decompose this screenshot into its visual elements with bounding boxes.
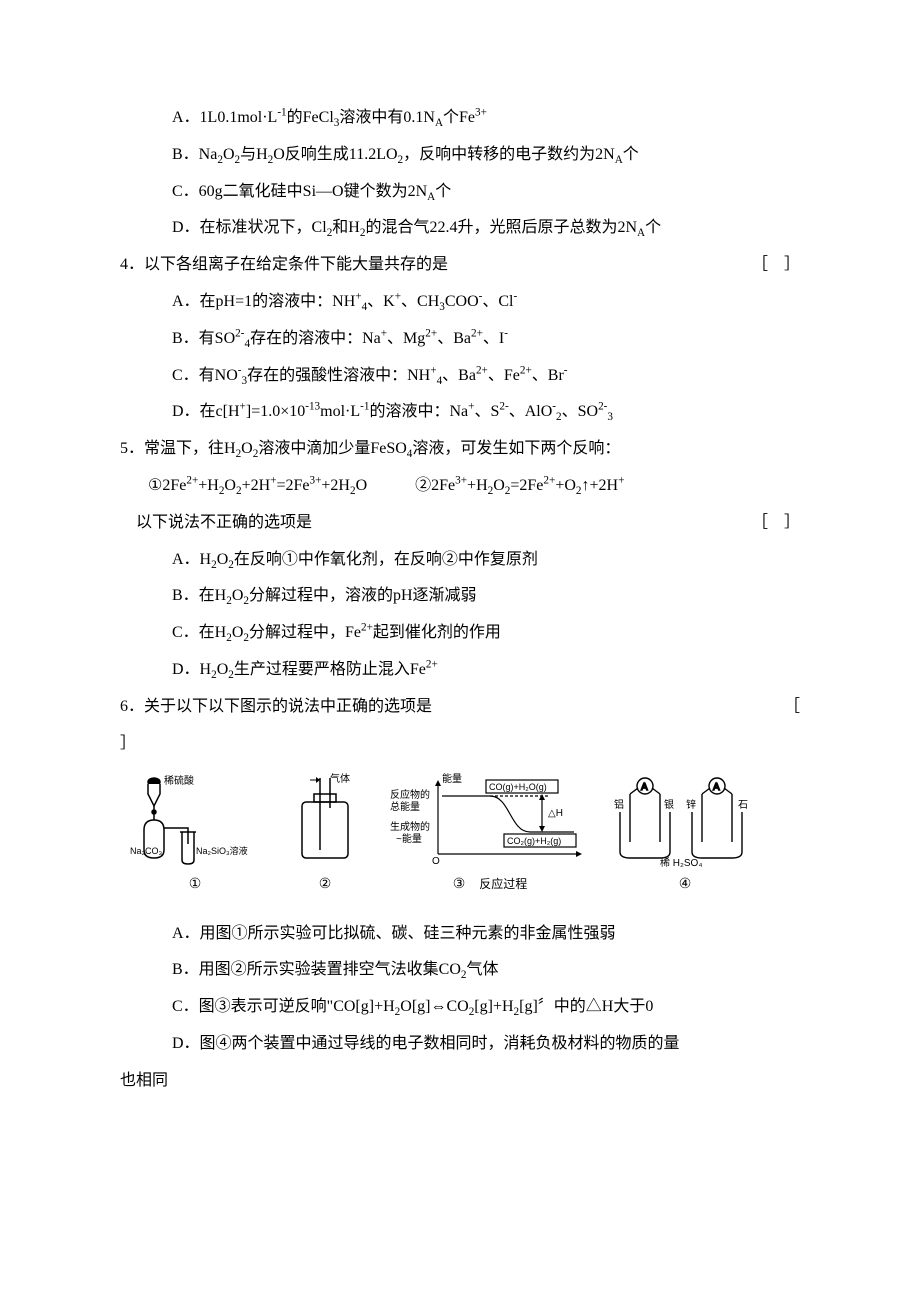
electrode-c: 石 (738, 800, 748, 811)
q4-option-c: C．有NO-3存在的强酸性溶液中：NH+4、Ba2+、Fe2+、Br- (120, 358, 800, 395)
text: D．图④两个装置中通过导线的电子数相同时，消耗负极材料的物质的量 (172, 1035, 680, 1052)
q3-option-d: D．在标准状况下，Cl2和H2的混合气22.4升，光照后原子总数为2NA个 (120, 210, 800, 247)
q6-number: 6． (120, 689, 144, 726)
text: B．有SO2-4存在的溶液中：Na+、Mg2+、Ba2+、I- (172, 330, 508, 347)
energy-diagram-icon: 能量 反应物的 总能量 生成物的 ~能量 CO(g)+H₂O(g) △H CO₂… (390, 772, 590, 867)
q4-option-d: D．在c[H+]=1.0×10-13mol·L-1的溶液中：Na+、S2-、Al… (120, 394, 800, 431)
text: ①2Fe2++H2O2+2H+=2Fe3++2H2O ②2Fe3++H2O2=2… (148, 477, 624, 494)
caption-3: ③ 反应过程 (453, 869, 528, 901)
q5-option-c: C．在H2O2分解过程中，Fe2+起到催化剂的作用 (120, 615, 800, 652)
text: B．用图②所示实验装置排空气法收集CO2气体 (172, 961, 499, 978)
electrode-ag: 银 (664, 798, 674, 811)
text: 也相同 (120, 1072, 168, 1089)
answer-bracket: ［ ］ (752, 247, 800, 284)
q3-option-b: B．Na2O2与H2O反响生成11.2LO2，反响中转移的电子数约为2NA个 (120, 137, 800, 174)
figure-panel-1: 稀硫酸 Na₂CO₃ Na₂SiO₃溶液 ① (130, 772, 260, 901)
q5-substem: 以下说法不正确的选项是 ［ ］ (120, 505, 800, 542)
q4-option-a: A．在pH=1的溶液中：NH+4、K+、CH3COO-、Cl- (120, 284, 800, 321)
answer-bracket: ［ ］ (752, 505, 800, 542)
label-funnel: 稀硫酸 (164, 774, 194, 787)
q5-option-a: A．H2O2在反响①中作氧化剂，在反响②中作复原剂 (120, 542, 800, 579)
text: C．在H2O2分解过程中，Fe2+起到催化剂的作用 (172, 624, 501, 641)
q6-stem: 6． 关于以下以下图示的说法中正确的选项是 ［ (120, 689, 800, 726)
figure-panel-2: 气体 ② (280, 772, 370, 901)
q5-option-b: B．在H2O2分解过程中，溶液的pH逐渐减弱 (120, 578, 800, 615)
svg-text:A: A (641, 782, 648, 793)
q3-option-c: C．60g二氧化硅中Si—O键个数为2NA个 (120, 174, 800, 211)
acid-label: 稀 H₂SO₄ (660, 856, 702, 867)
apparatus-1-icon: 稀硫酸 Na₂CO₃ Na₂SiO₃溶液 (130, 772, 260, 867)
caption-1: ① (189, 869, 202, 901)
cap3num: ③ (453, 877, 466, 892)
q6-option-d-cont: 也相同 (120, 1063, 800, 1100)
q6-option-b: B．用图②所示实验装置排空气法收集CO2气体 (120, 952, 800, 989)
q3-option-a: A．1L0.1mol·L-1的FeCl3溶液中有0.1NA个Fe3+ (120, 100, 800, 137)
q5-option-d: D．H2O2生产过程要严格防止混入Fe2+ (120, 652, 800, 689)
origin-o: O (432, 856, 440, 867)
text: C．有NO-3存在的强酸性溶液中：NH+4、Ba2+、Fe2+、Br- (172, 367, 568, 384)
text: C．60g二氧化硅中Si—O键个数为2NA个 (172, 183, 451, 200)
electrode-al: 铝 (614, 799, 624, 811)
q5-stem: 5． 常温下，往H2O2溶液中滴加少量FeSO4溶液，可发生如下两个反响： (120, 431, 800, 468)
label-flask: Na₂CO₃ (130, 846, 162, 856)
label-gas: 气体 (330, 772, 350, 785)
q6-option-d: D．图④两个装置中通过导线的电子数相同时，消耗负极材料的物质的量 (120, 1026, 800, 1063)
text: A．用图①所示实验可比拟硫、碳、硅三种元素的非金属性强弱 (172, 925, 616, 942)
text: B．在H2O2分解过程中，溶液的pH逐渐减弱 (172, 587, 477, 604)
q6-option-a: A．用图①所示实验可比拟硫、碳、硅三种元素的非金属性强弱 (120, 916, 800, 953)
text: D．在标准状况下，Cl2和H2的混合气22.4升，光照后原子总数为2NA个 (172, 219, 661, 236)
q6-bracket-close-line: ］ (120, 726, 800, 763)
text: A．在pH=1的溶液中：NH+4、K+、CH3COO-、Cl- (172, 293, 517, 310)
text: A．1L0.1mol·L-1的FeCl3溶液中有0.1NA个Fe3+ (172, 109, 487, 126)
bot-species: CO₂(g)+H₂(g) (507, 836, 561, 846)
text: C．图③表示可逆反响"CO[g]+H2O[g]⇔CO2[g]+H2[g]〞中的△… (172, 998, 653, 1015)
caption-4: ④ (679, 869, 692, 901)
q5-number: 5． (120, 431, 144, 468)
q4-number: 4． (120, 247, 144, 284)
figure-panel-3: 能量 反应物的 总能量 生成物的 ~能量 CO(g)+H₂O(g) △H CO₂… (390, 772, 590, 901)
delta-h: △H (548, 808, 563, 819)
text: D．在c[H+]=1.0×10-13mol·L-1的溶液中：Na+、S2-、Al… (172, 403, 613, 420)
ylabel4: 生成物的 (390, 820, 430, 833)
q4-stem: 4． 以下各组离子在给定条件下能大量共存的是 ［ ］ (120, 247, 800, 284)
q4-option-b: B．有SO2-4存在的溶液中：Na+、Mg2+、Ba2+、I- (120, 321, 800, 358)
text: 以下说法不正确的选项是 (136, 514, 312, 531)
text: D．H2O2生产过程要严格防止混入Fe2+ (172, 661, 438, 678)
q5-text: 常温下，往H2O2溶液中滴加少量FeSO4溶液，可发生如下两个反响： (144, 431, 800, 468)
figure-panel-4: A A 铝 银 锌 石 稀 H₂SO₄ ④ (610, 772, 760, 901)
q5-equations: ①2Fe2++H2O2+2H+=2Fe3++2H2O ②2Fe3++H2O2=2… (120, 468, 800, 505)
svg-text:A: A (713, 782, 720, 793)
cap3txt: 反应过程 (479, 877, 527, 891)
q6-text: 关于以下以下图示的说法中正确的选项是 (144, 689, 784, 726)
text: B．Na2O2与H2O反响生成11.2LO2，反响中转移的电子数约为2NA个 (172, 146, 639, 163)
answer-bracket-open: ［ (784, 689, 800, 726)
apparatus-2-icon: 气体 (280, 772, 370, 867)
q4-text: 以下各组离子在给定条件下能大量共存的是 (144, 247, 752, 284)
ylabel5: ~能量 (396, 832, 422, 845)
q6-figure: 稀硫酸 Na₂CO₃ Na₂SiO₃溶液 ① 气体 ② (120, 766, 800, 907)
text: A．H2O2在反响①中作氧化剂，在反响②中作复原剂 (172, 551, 538, 568)
electrochem-icon: A A 铝 银 锌 石 稀 H₂SO₄ (610, 772, 760, 867)
caption-2: ② (319, 869, 332, 901)
ylabel2: 反应物的 (390, 788, 430, 801)
ylabel3: 总能量 (390, 800, 420, 813)
ylabel1: 能量 (442, 772, 462, 785)
top-species: CO(g)+H₂O(g) (489, 782, 547, 792)
answer-bracket-close: ］ (120, 735, 136, 752)
label-tube: Na₂SiO₃溶液 (196, 845, 248, 856)
q6-option-c: C．图③表示可逆反响"CO[g]+H2O[g]⇔CO2[g]+H2[g]〞中的△… (120, 989, 800, 1026)
electrode-zn: 锌 (686, 798, 696, 811)
